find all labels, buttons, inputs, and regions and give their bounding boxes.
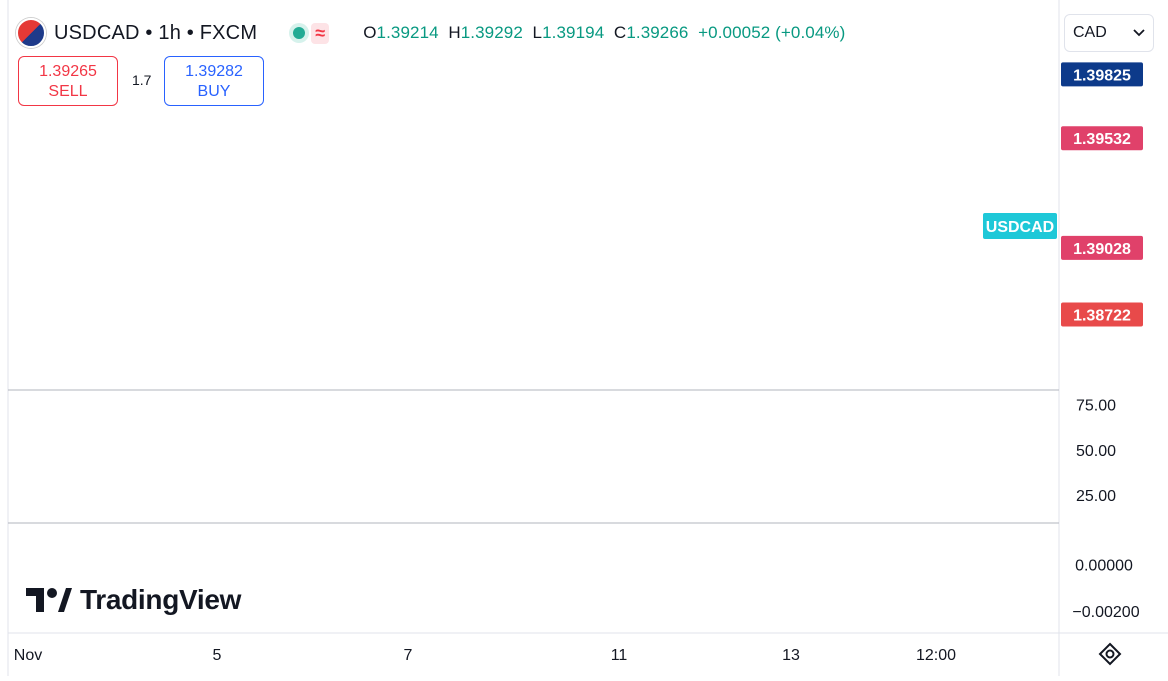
price-label-text: 1.39028 (1073, 241, 1131, 258)
time-tick-label: 5 (213, 647, 222, 664)
symbol-badge: USDCAD (983, 213, 1057, 239)
price-label-bg (1061, 235, 1143, 260)
currency-select[interactable]: CAD (1064, 14, 1154, 52)
time-tick-label: Nov (14, 647, 42, 664)
rsi-tick-label: 75.00 (1076, 398, 1116, 415)
sell-button[interactable]: 1.39265 SELL (18, 56, 118, 106)
symbol-badge-text: USDCAD (986, 219, 1054, 236)
rsi-tick-label: 50.00 (1076, 443, 1116, 460)
time-tick-label: 11 (611, 647, 628, 664)
market-status[interactable]: ≈ (283, 20, 339, 46)
chart-header: USDCAD • 1h • FXCM ≈ O1.39214 H1.39292 L… (16, 18, 845, 48)
price-label-bg (1061, 302, 1143, 327)
spread-value: 1.7 (132, 72, 152, 88)
price-label: 1.39825 (1061, 62, 1143, 87)
time-tick-label: 13 (782, 647, 800, 664)
price-label-bg (1061, 126, 1143, 151)
price-label: 1.38722 (1061, 302, 1143, 327)
price-label-text: 1.38722 (1073, 308, 1131, 325)
symbol-badge-bg (983, 213, 1057, 239)
settings-center (1105, 649, 1115, 659)
settings-icon[interactable] (1098, 642, 1122, 666)
wave-icon: ≈ (311, 22, 330, 44)
price-label: 1.39532 (1061, 126, 1143, 151)
settings-diamond (1098, 642, 1122, 666)
market-open-icon (293, 27, 306, 39)
macd-tick-label: −0.00200 (1072, 604, 1139, 621)
buy-button[interactable]: 1.39282 BUY (164, 56, 264, 106)
rsi-tick-label: 25.00 (1076, 488, 1116, 505)
price-label-bg (1061, 62, 1143, 87)
tradingview-logo: TradingView (24, 584, 241, 616)
chevron-down-icon (1133, 29, 1145, 37)
price-label-text: 1.39532 (1073, 131, 1131, 148)
ohlc-values: O1.39214 H1.39292 L1.39194 C1.39266 +0.0… (363, 23, 846, 42)
time-tick-label: 7 (404, 647, 413, 664)
price-label-text: 1.39825 (1073, 67, 1131, 84)
tradingview-logo-icon (26, 588, 72, 612)
macd-tick-label: 0.00000 (1075, 558, 1133, 575)
time-tick-label: 12:00 (916, 647, 956, 664)
price-label: 1.39028 (1061, 235, 1143, 260)
flag-usd-cad-icon (16, 18, 46, 48)
symbol-title[interactable]: USDCAD • 1h • FXCM (54, 21, 258, 44)
